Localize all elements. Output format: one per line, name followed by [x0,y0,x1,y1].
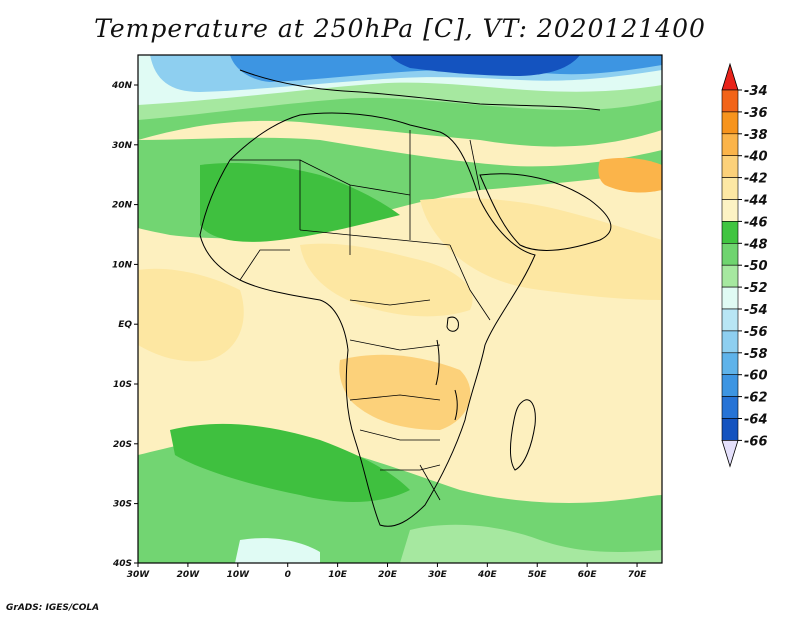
field-south-cyan [235,538,320,563]
colorbar-label: -44 [744,194,768,209]
lon-tick-label: 30W [127,570,151,580]
colorbar-label: -54 [744,303,768,318]
lat-tick-label: 20N [112,201,133,211]
lon-tick-label: 30E [428,570,448,580]
field-arabia-orange [598,157,662,193]
colorbar-swatch [721,133,739,157]
colorbar-label: -38 [744,128,768,143]
lon-tick-label: 10W [227,570,251,580]
colorbar-label: -36 [744,106,768,121]
colorbar: -34 -36 -38 -40 -42 -44 -46 -48 -50 -52 -54 -56 -58 -… [721,62,768,468]
colorbar-swatch [721,396,739,419]
temperature-field [138,55,662,563]
lon-tick-label: 60E [578,570,598,580]
colorbar-label: -56 [744,325,768,340]
arabia-outline [479,173,612,251]
lake-victoria [446,316,459,332]
lat-tick-label: 40N [111,81,133,91]
lon-tick-label: 10E [328,570,348,580]
lon-tick-label: 20W [177,570,201,580]
colorbar-bottom-arrow [721,439,739,468]
field-south-gold [339,354,471,430]
colorbar-swatch [721,264,739,288]
colorbar-label: -60 [744,369,768,384]
field-south-darkgreen [170,423,410,502]
field-east-yellow [420,198,662,300]
lon-tick-label: 0 [285,570,291,580]
colorbar-label: -58 [744,347,768,362]
colorbar-swatch [721,243,739,266]
colorbar-swatch [721,308,739,332]
colorbar-swatch [721,177,739,200]
colorbar-label: -50 [744,259,768,274]
lon-tick-label: 70E [628,570,648,580]
field-north-darkblue [390,55,580,76]
colorbar-label: -34 [744,84,768,99]
colorbar-swatch [721,418,739,441]
madagascar-outline [509,399,536,471]
lat-tick-label: 30S [113,500,132,510]
colorbar-swatch [721,199,739,222]
colorbar-swatch [721,155,739,178]
map-title: Temperature at 250hPa [C], VT: 202012140… [94,14,706,43]
colorbar-label: -66 [744,434,768,449]
colorbar-swatch [721,89,739,113]
colorbar-swatch [721,286,739,310]
lat-tick-label: EQ [118,320,132,330]
lat-tick-label: 10S [113,380,132,390]
colorbar-label: -62 [744,391,768,406]
longitude-ticks: 30W 20W 10W 0 10E 20E 30E 40E 50E 60E 70E [127,563,647,580]
country-borders [230,130,491,501]
colorbar-label: -52 [744,281,768,296]
lon-tick-label: 20E [378,570,398,580]
colorbar-label: -64 [744,413,768,428]
grads-credit: GrADS: IGES/COLA [6,603,100,613]
field-central-yellow [300,243,473,317]
colorbar-label: -48 [744,237,768,252]
lon-tick-label: 50E [528,570,548,580]
colorbar-swatch [721,330,739,354]
lon-tick-label: 40E [477,570,498,580]
latitude-ticks: 40N 30N 20N 10N EQ 10S 20S 30S 40S [111,81,138,569]
colorbar-swatch [721,111,739,135]
colorbar-top-arrow [721,62,739,91]
lake-tanganyika [435,339,440,386]
colorbar-label: -42 [744,172,768,187]
colorbar-swatch [721,352,739,375]
africa-coastline [199,112,536,527]
colorbar-label: -40 [744,150,768,165]
lake-malawi [454,389,458,421]
lat-tick-label: 20S [113,440,132,450]
lat-tick-label: 40S [112,559,132,569]
colorbar-swatch [721,374,739,397]
lat-tick-label: 10N [112,260,133,270]
field-atlantic-yellow [138,268,244,362]
temperature-map: 30W 20W 10W 0 10E 20E 30E 40E 50E 60E 70E 40N 30N 20… [111,54,768,580]
europe-coastline [239,69,601,111]
colorbar-label: -46 [744,215,768,230]
field-south-lightgreen [400,524,662,563]
colorbar-swatch [721,221,739,244]
lat-tick-label: 30N [112,141,133,151]
coastlines [199,69,612,527]
map-frame [137,54,663,564]
